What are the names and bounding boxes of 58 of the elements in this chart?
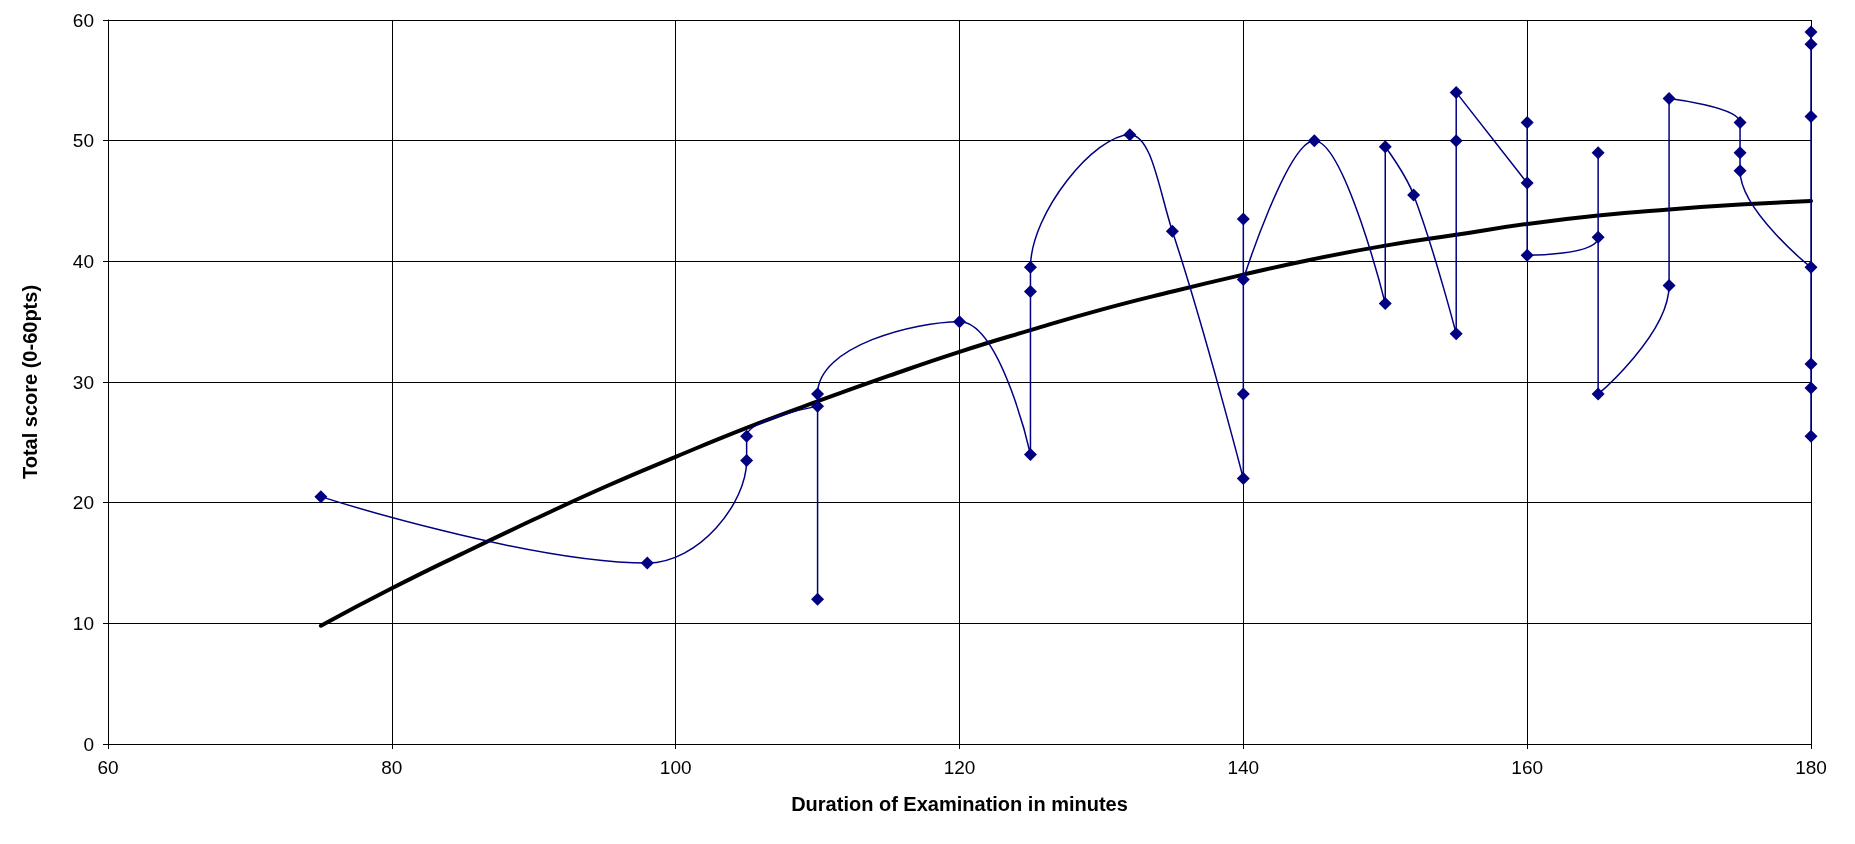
point bbox=[1449, 85, 1463, 99]
point bbox=[1733, 164, 1747, 178]
point bbox=[1733, 116, 1747, 130]
point bbox=[1804, 357, 1818, 371]
point bbox=[1804, 25, 1818, 39]
point bbox=[1804, 260, 1818, 274]
y-tick-label: 10 bbox=[72, 612, 94, 634]
x-tick-label: 60 bbox=[97, 757, 119, 778]
point bbox=[1733, 146, 1747, 160]
point bbox=[1123, 128, 1137, 142]
point bbox=[640, 556, 654, 570]
point bbox=[1804, 381, 1818, 395]
point bbox=[1236, 387, 1250, 401]
x-axis-title: Duration of Examination in minutes bbox=[791, 793, 1128, 815]
point bbox=[1804, 429, 1818, 443]
point bbox=[740, 429, 754, 443]
point bbox=[811, 399, 825, 413]
y-tick-label: 60 bbox=[72, 9, 94, 31]
point bbox=[1591, 387, 1605, 401]
point bbox=[1804, 37, 1818, 51]
point bbox=[1591, 230, 1605, 244]
point bbox=[811, 387, 825, 401]
point bbox=[1520, 116, 1534, 130]
y-tick-label: 40 bbox=[72, 250, 94, 272]
point bbox=[1023, 260, 1037, 274]
point bbox=[953, 315, 966, 329]
point bbox=[811, 592, 825, 606]
x-tick-label: 100 bbox=[659, 757, 692, 778]
point bbox=[1236, 212, 1250, 226]
x-tick-label: 160 bbox=[1511, 757, 1544, 778]
point bbox=[1520, 248, 1534, 262]
point bbox=[1407, 188, 1421, 202]
point bbox=[1520, 176, 1534, 190]
y-tick-label: 30 bbox=[72, 371, 94, 393]
point bbox=[1236, 472, 1250, 486]
y-tick-label: 50 bbox=[72, 130, 94, 152]
y-tick-label: 20 bbox=[72, 492, 94, 514]
point bbox=[1449, 327, 1463, 341]
point bbox=[1449, 134, 1463, 148]
x-tick-label: 140 bbox=[1227, 757, 1260, 778]
point bbox=[1804, 110, 1818, 124]
y-tick-label: 0 bbox=[83, 733, 94, 755]
point bbox=[1662, 278, 1676, 292]
x-tick-label: 120 bbox=[943, 757, 976, 778]
x-tick-label: 80 bbox=[381, 757, 403, 778]
point bbox=[1023, 285, 1037, 298]
point bbox=[1236, 272, 1250, 286]
point bbox=[1378, 297, 1392, 311]
point bbox=[314, 490, 328, 504]
point bbox=[1662, 91, 1676, 105]
point bbox=[1378, 140, 1392, 154]
point bbox=[1023, 447, 1037, 461]
y-axis-title: Total score (0-60pts) bbox=[19, 284, 41, 480]
point bbox=[1307, 134, 1321, 148]
point bbox=[1165, 224, 1179, 238]
point bbox=[1591, 146, 1605, 160]
point bbox=[740, 453, 754, 467]
x-tick-label: 180 bbox=[1795, 757, 1827, 778]
